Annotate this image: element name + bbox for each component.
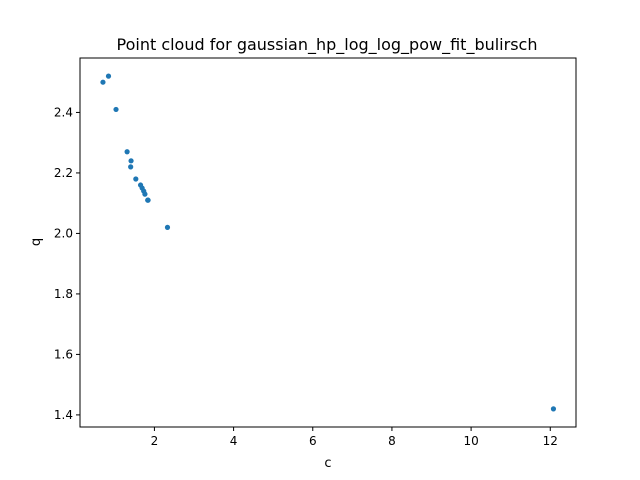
y-axis: 1.4 1.6 1.8 2.0 2.2 2.4	[54, 105, 80, 422]
data-point	[113, 106, 119, 113]
data-point	[164, 224, 171, 230]
data-point	[128, 158, 134, 164]
data-point	[124, 149, 130, 155]
y-tick-label: 2.2	[54, 166, 73, 180]
x-axis-label: c	[324, 456, 331, 471]
x-tick-label: 12	[543, 434, 558, 448]
y-tick-label: 1.4	[54, 408, 73, 422]
y-tick-label: 1.6	[54, 347, 73, 361]
data-point	[128, 164, 134, 170]
data-point	[105, 73, 112, 79]
x-tick-label: 10	[463, 434, 478, 448]
y-axis-label: q	[29, 238, 44, 246]
y-tick-label: 1.8	[54, 287, 73, 301]
data-point	[142, 191, 148, 197]
data-point	[145, 197, 151, 203]
data-point	[550, 406, 557, 412]
data-point	[100, 79, 106, 85]
y-tick-label: 2.0	[54, 226, 73, 240]
x-tick-label: 4	[230, 434, 238, 448]
y-tick-label: 2.4	[54, 105, 73, 119]
x-tick-label: 8	[388, 434, 396, 448]
plot-frame	[79, 57, 577, 428]
data-points	[100, 73, 557, 412]
x-axis: 2 4 6 8 10 12	[151, 427, 558, 448]
data-point	[133, 176, 139, 182]
x-tick-label: 2	[151, 434, 159, 448]
x-tick-label: 6	[309, 434, 317, 448]
chart-title: Point cloud for gaussian_hp_log_log_pow_…	[117, 35, 538, 55]
